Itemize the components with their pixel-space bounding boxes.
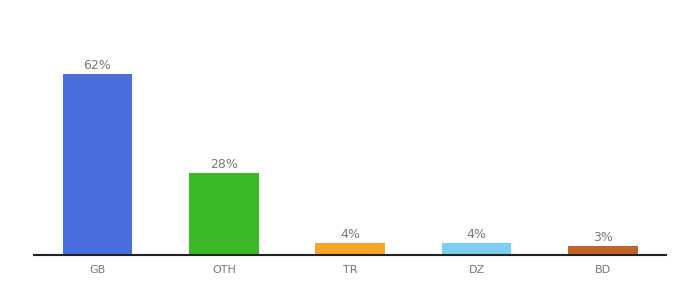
Text: 3%: 3% (593, 231, 613, 244)
Bar (189, 173, 258, 255)
Text: 62%: 62% (84, 58, 112, 72)
Bar (442, 243, 511, 255)
Bar (316, 243, 385, 255)
Text: 4%: 4% (340, 228, 360, 241)
Text: 4%: 4% (466, 228, 486, 241)
Text: 28%: 28% (210, 158, 238, 171)
Bar (63, 74, 132, 255)
Bar (568, 246, 638, 255)
